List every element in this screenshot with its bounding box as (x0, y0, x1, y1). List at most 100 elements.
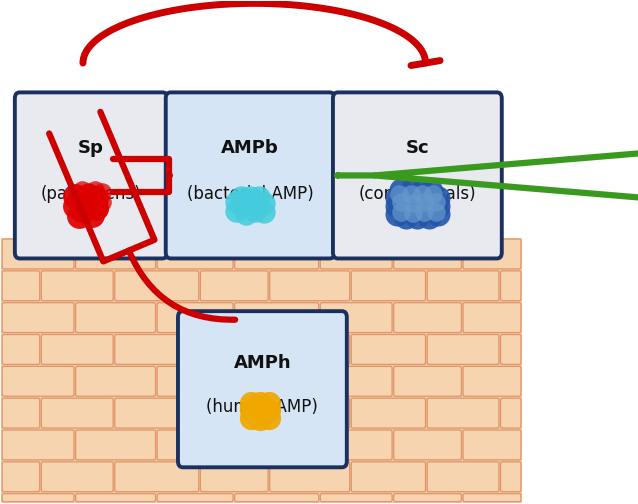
Point (84, 200, 94, 208)
FancyBboxPatch shape (2, 430, 74, 460)
FancyBboxPatch shape (2, 239, 74, 269)
FancyBboxPatch shape (320, 430, 392, 460)
FancyBboxPatch shape (235, 303, 318, 333)
FancyBboxPatch shape (115, 271, 199, 301)
Point (73, 212, 84, 220)
FancyBboxPatch shape (178, 311, 347, 467)
Point (241, 200, 251, 208)
FancyBboxPatch shape (200, 271, 268, 301)
FancyBboxPatch shape (76, 366, 156, 396)
FancyBboxPatch shape (157, 239, 233, 269)
FancyBboxPatch shape (235, 493, 318, 501)
FancyBboxPatch shape (200, 462, 268, 492)
FancyBboxPatch shape (463, 493, 521, 501)
Point (77, 206, 87, 214)
FancyBboxPatch shape (427, 398, 499, 428)
FancyBboxPatch shape (115, 398, 199, 428)
Point (433, 210, 443, 218)
Point (77, 186, 87, 195)
Point (87, 211, 98, 219)
FancyBboxPatch shape (394, 366, 461, 396)
FancyBboxPatch shape (157, 303, 233, 333)
FancyBboxPatch shape (501, 462, 521, 492)
Point (412, 204, 422, 212)
FancyBboxPatch shape (157, 430, 233, 460)
Point (254, 193, 264, 201)
FancyBboxPatch shape (463, 303, 521, 333)
FancyBboxPatch shape (501, 335, 521, 364)
FancyBboxPatch shape (352, 462, 426, 492)
FancyBboxPatch shape (157, 493, 233, 501)
Point (428, 190, 438, 198)
Point (245, 194, 255, 202)
FancyBboxPatch shape (115, 335, 199, 364)
Point (424, 213, 434, 221)
FancyBboxPatch shape (41, 335, 113, 364)
FancyBboxPatch shape (501, 271, 521, 301)
FancyBboxPatch shape (270, 271, 350, 301)
FancyBboxPatch shape (270, 398, 350, 428)
Point (401, 204, 411, 212)
Point (412, 213, 422, 221)
FancyBboxPatch shape (394, 239, 461, 269)
Point (255, 415, 265, 423)
Point (255, 407, 265, 415)
FancyBboxPatch shape (166, 92, 334, 259)
Point (405, 191, 415, 199)
FancyBboxPatch shape (76, 239, 156, 269)
Point (412, 195, 422, 203)
Point (259, 199, 269, 207)
Text: AMPb: AMPb (221, 139, 279, 157)
FancyBboxPatch shape (41, 462, 113, 492)
FancyBboxPatch shape (15, 92, 167, 259)
Point (419, 208, 429, 216)
Point (396, 198, 406, 206)
Point (246, 414, 256, 422)
FancyBboxPatch shape (270, 462, 350, 492)
Point (246, 406, 256, 414)
FancyArrowPatch shape (49, 112, 235, 320)
FancyBboxPatch shape (2, 493, 74, 501)
Point (419, 199, 429, 207)
Text: Sp: Sp (78, 139, 104, 157)
FancyBboxPatch shape (41, 271, 113, 301)
FancyBboxPatch shape (352, 398, 426, 428)
FancyBboxPatch shape (320, 239, 392, 269)
FancyBboxPatch shape (76, 303, 156, 333)
FancyBboxPatch shape (394, 430, 461, 460)
Point (91, 194, 101, 202)
FancyBboxPatch shape (41, 398, 113, 428)
FancyBboxPatch shape (157, 366, 233, 396)
FancyBboxPatch shape (76, 493, 156, 501)
FancyBboxPatch shape (2, 462, 40, 492)
Point (97, 188, 107, 197)
Point (94, 205, 104, 213)
FancyBboxPatch shape (2, 303, 74, 333)
FancyBboxPatch shape (320, 303, 392, 333)
Point (70, 202, 80, 210)
Point (431, 198, 441, 206)
Text: Sc: Sc (406, 139, 429, 157)
Point (241, 210, 251, 218)
FancyBboxPatch shape (200, 398, 268, 428)
FancyBboxPatch shape (320, 366, 392, 396)
Point (232, 207, 242, 215)
FancyBboxPatch shape (235, 239, 318, 269)
Point (433, 194, 443, 202)
Text: (bacterial AMP): (bacterial AMP) (187, 185, 313, 203)
Point (392, 202, 402, 210)
Point (417, 191, 427, 199)
FancyBboxPatch shape (235, 430, 318, 460)
Point (417, 186, 427, 195)
FancyBboxPatch shape (333, 92, 502, 259)
Point (396, 186, 406, 194)
FancyBboxPatch shape (463, 430, 521, 460)
Point (84, 202, 94, 210)
FancyBboxPatch shape (463, 366, 521, 396)
FancyBboxPatch shape (320, 493, 392, 501)
Point (249, 199, 260, 207)
FancyBboxPatch shape (463, 239, 521, 269)
FancyBboxPatch shape (427, 271, 499, 301)
Point (70, 193, 80, 201)
Point (408, 199, 418, 207)
